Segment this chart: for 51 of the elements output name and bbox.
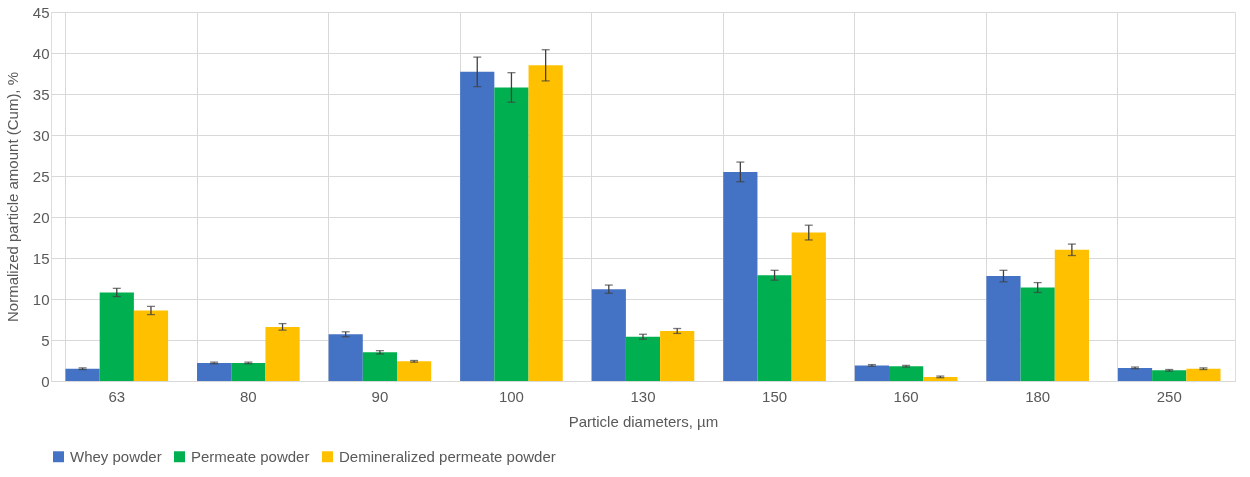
bar xyxy=(99,292,134,381)
bar xyxy=(1186,368,1221,381)
y-tick-label: 15 xyxy=(32,249,50,267)
y-axis-title: Normalized particle amount (Cum), % xyxy=(3,71,21,323)
x-tick-label: 130 xyxy=(630,387,656,405)
bar xyxy=(660,330,695,381)
x-tick-label: 150 xyxy=(762,387,788,405)
bar xyxy=(362,352,397,381)
bar xyxy=(791,232,826,381)
legend-label: Permeate powder xyxy=(191,447,310,465)
bar xyxy=(460,71,495,381)
bar xyxy=(1020,287,1055,381)
bar xyxy=(923,376,958,381)
bar xyxy=(494,87,529,381)
x-tick-label: 250 xyxy=(1156,387,1182,405)
bar xyxy=(528,65,563,381)
bar xyxy=(625,336,661,381)
bar xyxy=(1117,367,1153,381)
bar xyxy=(1054,249,1089,381)
x-tick-label: 90 xyxy=(371,387,389,405)
y-tick-label: 35 xyxy=(32,85,50,103)
y-tick-label: 20 xyxy=(32,208,50,226)
legend-label: Demineralized permeate powder xyxy=(339,447,556,465)
bar xyxy=(133,310,169,381)
x-tick-label: 160 xyxy=(893,387,919,405)
y-tick-label: 30 xyxy=(32,126,50,144)
y-tick-label: 25 xyxy=(32,167,50,185)
y-tick-label: 5 xyxy=(41,331,50,349)
x-tick-label: 63 xyxy=(108,387,126,405)
y-tick-label: 45 xyxy=(32,3,50,21)
x-tick-label: 180 xyxy=(1025,387,1051,405)
bar xyxy=(65,368,100,381)
legend-label: Whey powder xyxy=(70,447,162,465)
y-tick-label: 10 xyxy=(32,290,50,308)
bar xyxy=(986,276,1021,381)
bar xyxy=(591,289,626,381)
bar xyxy=(854,365,890,381)
bar xyxy=(231,362,266,381)
bar xyxy=(889,366,924,381)
bar xyxy=(328,334,363,381)
bar xyxy=(723,171,758,381)
x-axis-title: Particle diameters, µm xyxy=(568,412,719,430)
bar xyxy=(265,326,300,381)
bar xyxy=(197,362,232,381)
x-tick-label: 100 xyxy=(498,387,524,405)
bar xyxy=(1152,370,1187,381)
y-tick-label: 0 xyxy=(41,372,50,390)
y-tick-label: 40 xyxy=(32,44,50,62)
bar xyxy=(757,275,792,381)
x-tick-label: 80 xyxy=(239,387,257,405)
bar xyxy=(396,361,432,381)
